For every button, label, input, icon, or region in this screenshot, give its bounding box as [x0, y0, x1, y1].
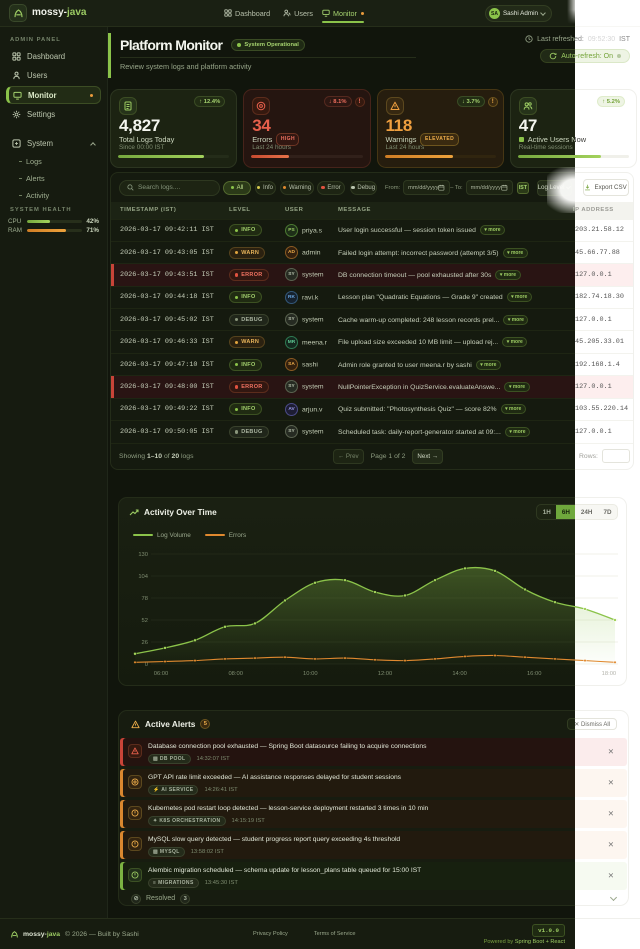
svg-text:130: 130	[138, 552, 148, 558]
svg-text:16:00: 16:00	[527, 671, 542, 677]
svg-text:08:00: 08:00	[228, 671, 243, 677]
svg-text:104: 104	[138, 574, 148, 580]
svg-text:10:00: 10:00	[303, 671, 318, 677]
svg-text:12:00: 12:00	[378, 671, 393, 677]
svg-text:18:00: 18:00	[602, 671, 617, 677]
svg-text:52: 52	[142, 618, 148, 624]
svg-text:14:00: 14:00	[452, 671, 467, 677]
svg-text:26: 26	[142, 640, 148, 646]
svg-text:78: 78	[142, 596, 148, 602]
svg-text:06:00: 06:00	[154, 671, 169, 677]
svg-text:0: 0	[145, 662, 148, 668]
